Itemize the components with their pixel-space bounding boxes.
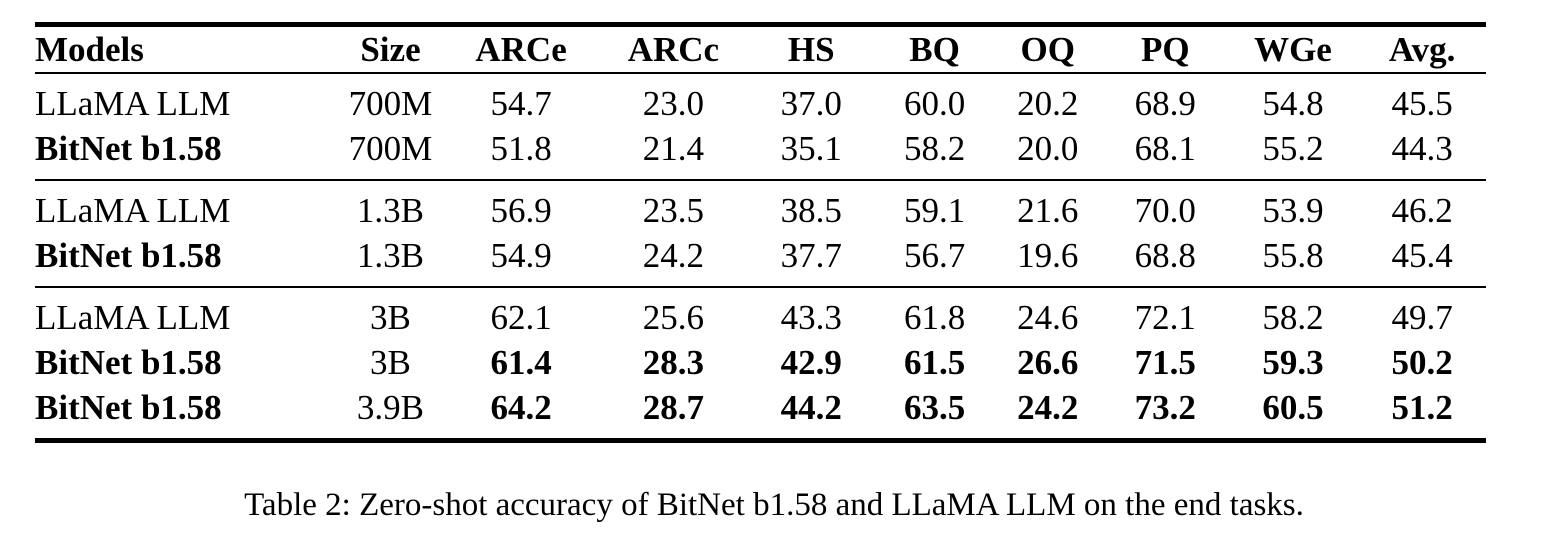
- cell-model: LLaMA LLM: [35, 191, 231, 230]
- table-row: LLaMA LLM 1.3B 56.9 23.5 38.5 59.1 21.6 …: [35, 180, 1486, 233]
- cell-value: 23.0: [642, 84, 705, 123]
- cell-value: 26.6: [1017, 343, 1079, 382]
- cell-size: 3B: [370, 343, 411, 382]
- cell-value: 38.5: [780, 191, 842, 230]
- cell-value: 64.2: [490, 388, 552, 427]
- cell-model: BitNet b1.58: [35, 388, 222, 427]
- cell-model: LLaMA LLM: [35, 84, 231, 123]
- cell-value: 54.9: [490, 236, 552, 275]
- header-cell-models: Models: [35, 30, 144, 69]
- cell-value: 58.2: [903, 129, 966, 168]
- cell-value: 59.3: [1262, 343, 1324, 382]
- cell-value: 49.7: [1391, 298, 1453, 337]
- header-cell-arce: ARCe: [475, 30, 567, 69]
- cell-value: 37.0: [780, 84, 842, 123]
- header-cell-wge: WGe: [1254, 30, 1332, 69]
- cell-value: 53.9: [1262, 191, 1324, 230]
- cell-value: 35.1: [780, 129, 842, 168]
- cell-value: 21.6: [1017, 191, 1079, 230]
- cell-size: 700M: [348, 129, 433, 168]
- cell-value: 61.8: [903, 298, 966, 337]
- cell-value: 73.2: [1134, 388, 1196, 427]
- cell-value: 25.6: [642, 298, 705, 337]
- cell-value: 42.9: [780, 343, 842, 382]
- header-cell-hs: HS: [787, 30, 835, 69]
- results-table-container: Models Size ARCe ARCc HS BQ OQ PQ WGe Av…: [35, 22, 1486, 443]
- cell-model: BitNet b1.58: [35, 129, 222, 168]
- cell-value: 44.2: [780, 388, 842, 427]
- header-row: Models Size ARCe ARCc HS BQ OQ PQ WGe Av…: [35, 25, 1486, 73]
- cell-value: 24.6: [1017, 298, 1079, 337]
- cell-value: 45.5: [1391, 84, 1453, 123]
- cell-value: 61.4: [490, 343, 552, 382]
- table-row: BitNet b1.58 3B 61.4 28.3 42.9 61.5 26.6…: [35, 340, 1486, 385]
- table-row: BitNet b1.58 700M 51.8 21.4 35.1 58.2 20…: [35, 126, 1486, 180]
- cell-value: 68.1: [1134, 129, 1196, 168]
- cell-value: 62.1: [490, 298, 552, 337]
- group-1-3b: LLaMA LLM 1.3B 56.9 23.5 38.5 59.1 21.6 …: [35, 180, 1486, 287]
- cell-value: 50.2: [1391, 343, 1453, 382]
- cell-value: 24.2: [1017, 388, 1079, 427]
- cell-size: 1.3B: [356, 191, 425, 230]
- table-row: BitNet b1.58 1.3B 54.9 24.2 37.7 56.7 19…: [35, 233, 1486, 287]
- cell-value: 61.5: [903, 343, 966, 382]
- cell-value: 63.5: [903, 388, 966, 427]
- cell-value: 28.3: [642, 343, 705, 382]
- cell-value: 70.0: [1134, 191, 1196, 230]
- cell-value: 51.8: [490, 129, 552, 168]
- cell-size: 3B: [370, 298, 411, 337]
- cell-size: 3.9B: [356, 388, 425, 427]
- results-table: Models Size ARCe ARCc HS BQ OQ PQ WGe Av…: [35, 22, 1486, 443]
- cell-value: 24.2: [642, 236, 705, 275]
- cell-value: 68.8: [1134, 236, 1196, 275]
- cell-value: 45.4: [1391, 236, 1453, 275]
- table-header: Models Size ARCe ARCc HS BQ OQ PQ WGe Av…: [35, 25, 1486, 73]
- table-caption: Table 2: Zero-shot accuracy of BitNet b1…: [244, 487, 1304, 523]
- header-cell-bq: BQ: [909, 30, 960, 69]
- cell-value: 51.2: [1391, 388, 1453, 427]
- group-3b: LLaMA LLM 3B 62.1 25.6 43.3 61.8 24.6 72…: [35, 287, 1486, 441]
- cell-value: 68.9: [1134, 84, 1196, 123]
- cell-value: 60.5: [1262, 388, 1324, 427]
- cell-value: 23.5: [642, 191, 705, 230]
- cell-value: 28.7: [642, 388, 705, 427]
- header-cell-avg: Avg.: [1388, 30, 1456, 69]
- cell-value: 20.0: [1017, 129, 1079, 168]
- cell-value: 37.7: [780, 236, 842, 275]
- table-row: LLaMA LLM 3B 62.1 25.6 43.3 61.8 24.6 72…: [35, 287, 1486, 340]
- header-cell-arcc: ARCc: [627, 30, 720, 69]
- cell-value: 54.7: [490, 84, 552, 123]
- header-cell-pq: PQ: [1140, 30, 1190, 69]
- cell-model: BitNet b1.58: [35, 236, 222, 275]
- header-cell-size: Size: [360, 30, 421, 69]
- cell-value: 59.1: [903, 191, 966, 230]
- cell-value: 71.5: [1134, 343, 1196, 382]
- cell-value: 20.2: [1017, 84, 1079, 123]
- cell-value: 44.3: [1391, 129, 1453, 168]
- cell-value: 56.7: [903, 236, 966, 275]
- cell-size: 700M: [348, 84, 433, 123]
- table-row: BitNet b1.58 3.9B 64.2 28.7 44.2 63.5 24…: [35, 385, 1486, 441]
- cell-value: 58.2: [1262, 298, 1324, 337]
- cell-value: 56.9: [490, 191, 552, 230]
- cell-value: 21.4: [642, 129, 705, 168]
- cell-size: 1.3B: [356, 236, 425, 275]
- table-row: LLaMA LLM 700M 54.7 23.0 37.0 60.0 20.2 …: [35, 73, 1486, 126]
- cell-value: 43.3: [780, 298, 842, 337]
- cell-value: 60.0: [903, 84, 966, 123]
- cell-value: 72.1: [1134, 298, 1196, 337]
- cell-value: 54.8: [1262, 84, 1324, 123]
- cell-value: 55.2: [1262, 129, 1324, 168]
- cell-value: 46.2: [1391, 191, 1453, 230]
- group-700m: LLaMA LLM 700M 54.7 23.0 37.0 60.0 20.2 …: [35, 73, 1486, 180]
- cell-model: LLaMA LLM: [35, 298, 231, 337]
- cell-value: 19.6: [1017, 236, 1079, 275]
- cell-value: 55.8: [1262, 236, 1324, 275]
- cell-model: BitNet b1.58: [35, 343, 222, 382]
- header-cell-oq: OQ: [1020, 30, 1075, 69]
